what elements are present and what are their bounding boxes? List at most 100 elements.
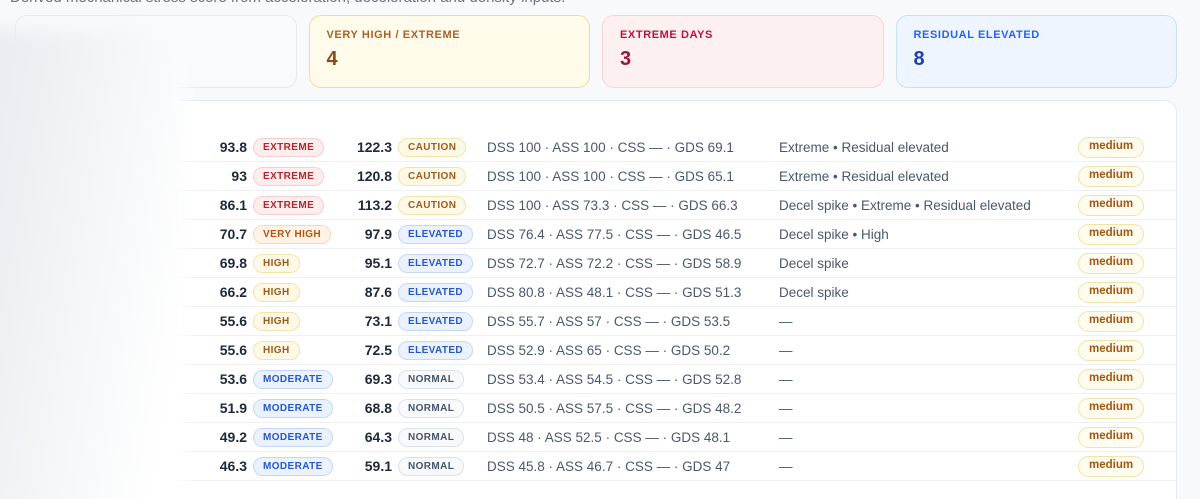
load-score-value: 68.8 xyxy=(364,400,392,416)
flags-text: Extreme • Residual elevated xyxy=(779,139,949,155)
load-level-cell: CAUTION xyxy=(392,137,487,158)
component-scores-text: DSS 52.9 · ASS 65 · CSS — · GDS 50.2 xyxy=(487,342,731,358)
load-level-badge: CAUTION xyxy=(398,137,467,158)
table-row: 49.2 MODERATE 64.3 NORMAL DSS 48 · ASS 5… xyxy=(16,423,1176,452)
stress-level-cell: HIGH xyxy=(247,340,337,361)
stress-score-table: 93.8 EXTREME 122.3 CAUTION DSS 100 · ASS… xyxy=(15,100,1177,499)
stat-card-value: 8 xyxy=(913,48,925,70)
load-level-badge: NORMAL xyxy=(398,369,465,390)
load-level-cell: CAUTION xyxy=(392,195,487,216)
load-score-value: 120.8 xyxy=(356,168,392,184)
load-level-cell: NORMAL xyxy=(392,427,487,448)
table-row: 86.1 EXTREME 113.2 CAUTION DSS 100 · ASS… xyxy=(16,191,1176,220)
stress-score-value: 49.2 xyxy=(219,429,247,445)
stress-level-badge: EXTREME xyxy=(253,137,325,158)
load-level-badge: CAUTION xyxy=(398,166,467,187)
table-row: 55.6 HIGH 72.5 ELEVATED DSS 52.9 · ASS 6… xyxy=(16,336,1176,365)
priority-cell: medium xyxy=(1078,194,1176,216)
load-level-cell: CAUTION xyxy=(392,166,487,187)
component-scores-text: DSS 48 · ASS 52.5 · CSS — · GDS 48.1 xyxy=(487,429,731,445)
priority-badge: medium xyxy=(1078,136,1145,158)
load-score-value: 122.3 xyxy=(356,139,392,155)
stress-level-badge: HIGH xyxy=(253,311,300,332)
stat-card-extreme-days: EXTREME DAYS 3 xyxy=(602,15,884,88)
table-row: 70.7 VERY HIGH 97.9 ELEVATED DSS 76.4 · … xyxy=(16,220,1176,249)
load-score-value: 69.3 xyxy=(364,371,392,387)
priority-badge: medium xyxy=(1078,339,1145,361)
load-level-badge: ELEVATED xyxy=(398,224,474,245)
stress-score-value: 51.9 xyxy=(219,400,247,416)
component-scores-text: DSS 53.4 · ASS 54.5 · CSS — · GDS 52.8 xyxy=(487,371,742,387)
load-level-cell: ELEVATED xyxy=(392,282,487,303)
load-level-badge: ELEVATED xyxy=(398,311,474,332)
component-scores-text: DSS 72.7 · ASS 72.2 · CSS — · GDS 58.9 xyxy=(487,255,742,271)
stress-score-value: 70.7 xyxy=(219,226,247,242)
component-scores-text: DSS 55.7 · ASS 57 · CSS — · GDS 53.5 xyxy=(487,313,731,329)
load-level-cell: ELEVATED xyxy=(392,340,487,361)
component-scores-text: DSS 76.4 · ASS 77.5 · CSS — · GDS 46.5 xyxy=(487,226,742,242)
load-level-badge: ELEVATED xyxy=(398,253,474,274)
stress-level-cell: HIGH xyxy=(247,253,337,274)
stress-score-value: 55.6 xyxy=(219,313,247,329)
table-row: 69.8 HIGH 95.1 ELEVATED DSS 72.7 · ASS 7… xyxy=(16,249,1176,278)
component-scores-text: DSS 100 · ASS 100 · CSS — · GDS 65.1 xyxy=(487,168,734,184)
load-score-value: 87.6 xyxy=(364,284,392,300)
component-scores-text: DSS 100 · ASS 100 · CSS — · GDS 69.1 xyxy=(487,139,734,155)
stress-level-badge: MODERATE xyxy=(253,456,333,477)
stress-score-value: 53.6 xyxy=(219,371,247,387)
flags-text: Decel spike xyxy=(779,255,849,271)
priority-badge: medium xyxy=(1078,252,1145,274)
component-scores-text: DSS 45.8 · ASS 46.7 · CSS — · GDS 47 xyxy=(487,458,731,474)
load-level-badge: NORMAL xyxy=(398,456,465,477)
priority-cell: medium xyxy=(1078,455,1176,477)
priority-badge: medium xyxy=(1078,455,1145,477)
table-row: 53.6 MODERATE 69.3 NORMAL DSS 53.4 · ASS… xyxy=(16,365,1176,394)
stat-card-label: VERY HIGH / EXTREME xyxy=(326,29,461,41)
priority-cell: medium xyxy=(1078,397,1176,419)
priority-badge: medium xyxy=(1078,281,1145,303)
page-subtitle: Derived mechanical stress score from acc… xyxy=(10,0,565,6)
load-level-cell: ELEVATED xyxy=(392,311,487,332)
component-scores-text: DSS 80.8 · ASS 48.1 · CSS — · GDS 51.3 xyxy=(487,284,742,300)
table-row: 93.8 EXTREME 122.3 CAUTION DSS 100 · ASS… xyxy=(16,133,1176,162)
table-row: 46.3 MODERATE 59.1 NORMAL DSS 45.8 · ASS… xyxy=(16,452,1176,481)
load-score-value: 97.9 xyxy=(364,226,392,242)
priority-badge: medium xyxy=(1078,368,1145,390)
load-score-value: 95.1 xyxy=(364,255,392,271)
stress-level-badge: EXTREME xyxy=(253,166,325,187)
table-row: 55.6 HIGH 73.1 ELEVATED DSS 55.7 · ASS 5… xyxy=(16,307,1176,336)
priority-cell: medium xyxy=(1078,310,1176,332)
load-score-value: 59.1 xyxy=(364,458,392,474)
flags-text: Decel spike xyxy=(779,284,849,300)
flags-text: Extreme • Residual elevated xyxy=(779,168,949,184)
stress-level-cell: MODERATE xyxy=(247,427,337,448)
load-score-value: 73.1 xyxy=(364,313,392,329)
flags-text: — xyxy=(779,429,793,445)
priority-cell: medium xyxy=(1078,339,1176,361)
load-score-value: 72.5 xyxy=(364,342,392,358)
load-level-badge: NORMAL xyxy=(398,427,465,448)
stat-card-label: EXTREME DAYS xyxy=(620,29,713,41)
flags-text: — xyxy=(779,313,793,329)
stress-level-badge: HIGH xyxy=(253,282,300,303)
flags-text: — xyxy=(779,371,793,387)
stress-level-badge: HIGH xyxy=(253,253,300,274)
stress-score-value: 66.2 xyxy=(219,284,247,300)
stress-score-value: 69.8 xyxy=(219,255,247,271)
stress-score-value: 86.1 xyxy=(219,197,247,213)
stress-level-badge: MODERATE xyxy=(253,398,333,419)
load-level-cell: ELEVATED xyxy=(392,253,487,274)
table-row: 93 EXTREME 120.8 CAUTION DSS 100 · ASS 1… xyxy=(16,162,1176,191)
priority-cell: medium xyxy=(1078,426,1176,448)
stress-score-value: 55.6 xyxy=(219,342,247,358)
priority-cell: medium xyxy=(1078,252,1176,274)
priority-badge: medium xyxy=(1078,194,1145,216)
priority-badge: medium xyxy=(1078,426,1145,448)
load-level-cell: NORMAL xyxy=(392,456,487,477)
table-body: 93.8 EXTREME 122.3 CAUTION DSS 100 · ASS… xyxy=(16,133,1176,481)
stat-cards-row: VERY HIGH / EXTREME 4 EXTREME DAYS 3 RES… xyxy=(15,15,1177,88)
stress-level-badge: MODERATE xyxy=(253,369,333,390)
priority-cell: medium xyxy=(1078,136,1176,158)
stress-level-cell: EXTREME xyxy=(247,137,337,158)
stat-card-label: RESIDUAL ELEVATED xyxy=(913,29,1040,41)
